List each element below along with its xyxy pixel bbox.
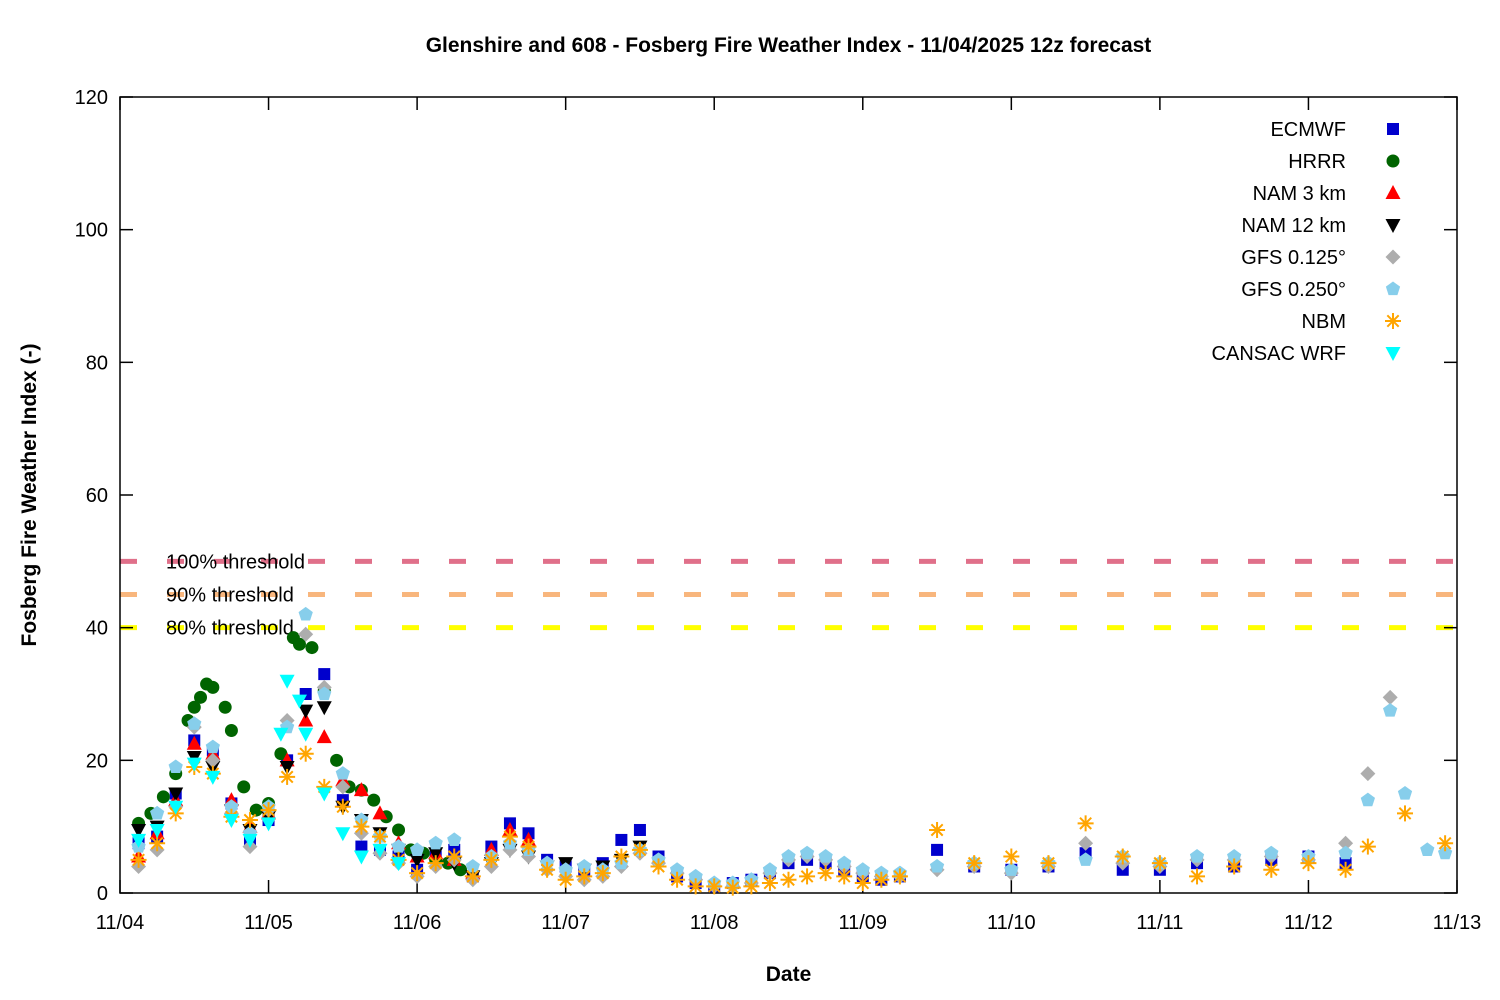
y-tick-label: 100 xyxy=(75,220,108,242)
series-nbm xyxy=(130,745,1454,896)
x-axis-label: Date xyxy=(765,963,812,986)
threshold-label: 80% threshold xyxy=(166,618,294,640)
threshold-label: 90% threshold xyxy=(166,585,294,607)
y-tick-label: 40 xyxy=(86,618,108,640)
x-tick-label: 11/04 xyxy=(96,912,145,934)
x-tick-label: 11/10 xyxy=(987,912,1036,934)
legend-label: NBM xyxy=(1302,311,1346,333)
x-tick-label: 11/12 xyxy=(1284,912,1333,934)
x-tick-label: 11/09 xyxy=(838,912,887,934)
chart-title: Glenshire and 608 - Fosberg Fire Weather… xyxy=(425,34,1152,57)
legend-label: CANSAC WRF xyxy=(1212,343,1346,365)
threshold-lines: 100% threshold 90% threshold 80% threshold xyxy=(120,551,1457,640)
series-gfs-0-250- xyxy=(131,606,1453,890)
x-tick-label: 11/06 xyxy=(393,912,442,934)
x-tick-label: 11/07 xyxy=(541,912,590,934)
threshold-label: 100% threshold xyxy=(166,551,305,573)
legend-label: NAM 12 km xyxy=(1242,215,1346,237)
y-tick-label: 80 xyxy=(86,352,108,374)
legend-label: HRRR xyxy=(1288,151,1346,173)
y-tick-label: 120 xyxy=(75,87,108,109)
x-axis-ticks: 11/04 11/05 11/06 11/07 11/08 11/09 11/10 11/11… xyxy=(96,97,1482,934)
series-cansac-wrf xyxy=(131,674,407,872)
x-tick-label: 11/08 xyxy=(690,912,739,934)
x-tick-label: 11/11 xyxy=(1136,912,1183,934)
series-nam-12-km xyxy=(131,701,648,885)
legend: ECMWF HRRR NAM 3 km NAM 12 km GFS 0.125° GFS … xyxy=(1212,119,1401,365)
series-gfs-0-125- xyxy=(131,626,1398,894)
x-tick-label: 11/13 xyxy=(1433,912,1482,934)
y-axis-label: Fosberg Fire Weather Index (-) xyxy=(18,343,41,647)
y-tick-label: 0 xyxy=(97,883,108,905)
series-ecmwf xyxy=(132,668,1352,893)
legend-label: ECMWF xyxy=(1270,119,1346,141)
y-tick-label: 60 xyxy=(86,485,108,507)
y-tick-label: 20 xyxy=(86,750,108,772)
y-axis-ticks: 0 20 40 60 80 100 120 xyxy=(75,87,1457,905)
legend-label: NAM 3 km xyxy=(1253,183,1346,205)
legend-label: GFS 0.250° xyxy=(1241,279,1346,301)
legend-label: GFS 0.125° xyxy=(1241,247,1346,269)
x-tick-label: 11/05 xyxy=(244,912,293,934)
